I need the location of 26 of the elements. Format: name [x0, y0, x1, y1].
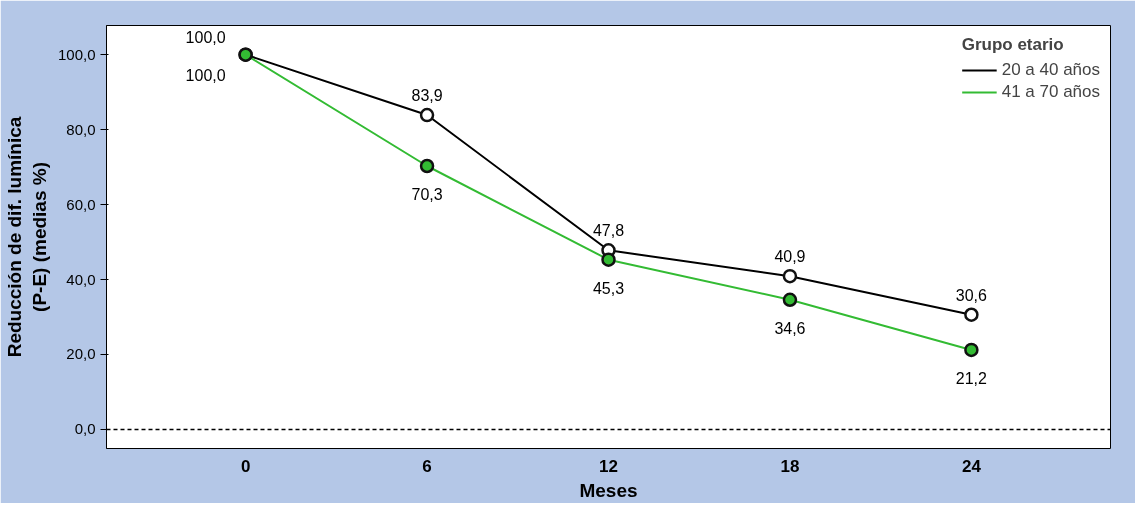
data-label: 30,6 — [955, 286, 988, 304]
y-axis-title: Reducción de dif. lumínica (P-E) (medias %) — [3, 116, 50, 358]
y-tick-label: 80,0 — [66, 120, 96, 138]
x-tick-label: 24 — [961, 456, 982, 476]
y-tick-label: 100,0 — [57, 45, 96, 63]
data-label: 47,8 — [592, 222, 625, 240]
legend-label: 41 a 70 años — [1001, 82, 1100, 102]
x-tick-label: 12 — [599, 456, 618, 476]
data-label: 45,3 — [592, 279, 625, 297]
x-tick-label: 6 — [422, 456, 432, 476]
data-label: 100,0 — [185, 28, 226, 46]
legend-label: 20 a 40 años — [1001, 60, 1100, 80]
legend-title: Grupo etario — [961, 35, 1065, 55]
y-tick-label: 40,0 — [66, 270, 96, 288]
data-label: 21,2 — [955, 369, 988, 387]
data-label: 70,3 — [411, 186, 443, 203]
data-label: 40,9 — [774, 248, 806, 266]
y-tick-label: 60,0 — [66, 195, 96, 213]
x-axis-title: Meses — [579, 479, 638, 501]
y-tick-label: 20,0 — [66, 345, 96, 363]
data-label: 34,6 — [774, 319, 806, 337]
x-tick-label: 18 — [780, 456, 800, 476]
data-label: 100,0 — [185, 66, 226, 84]
data-label: 83,9 — [411, 87, 443, 105]
x-tick-label: 0 — [240, 456, 251, 476]
y-tick-label: 0,0 — [74, 420, 96, 438]
